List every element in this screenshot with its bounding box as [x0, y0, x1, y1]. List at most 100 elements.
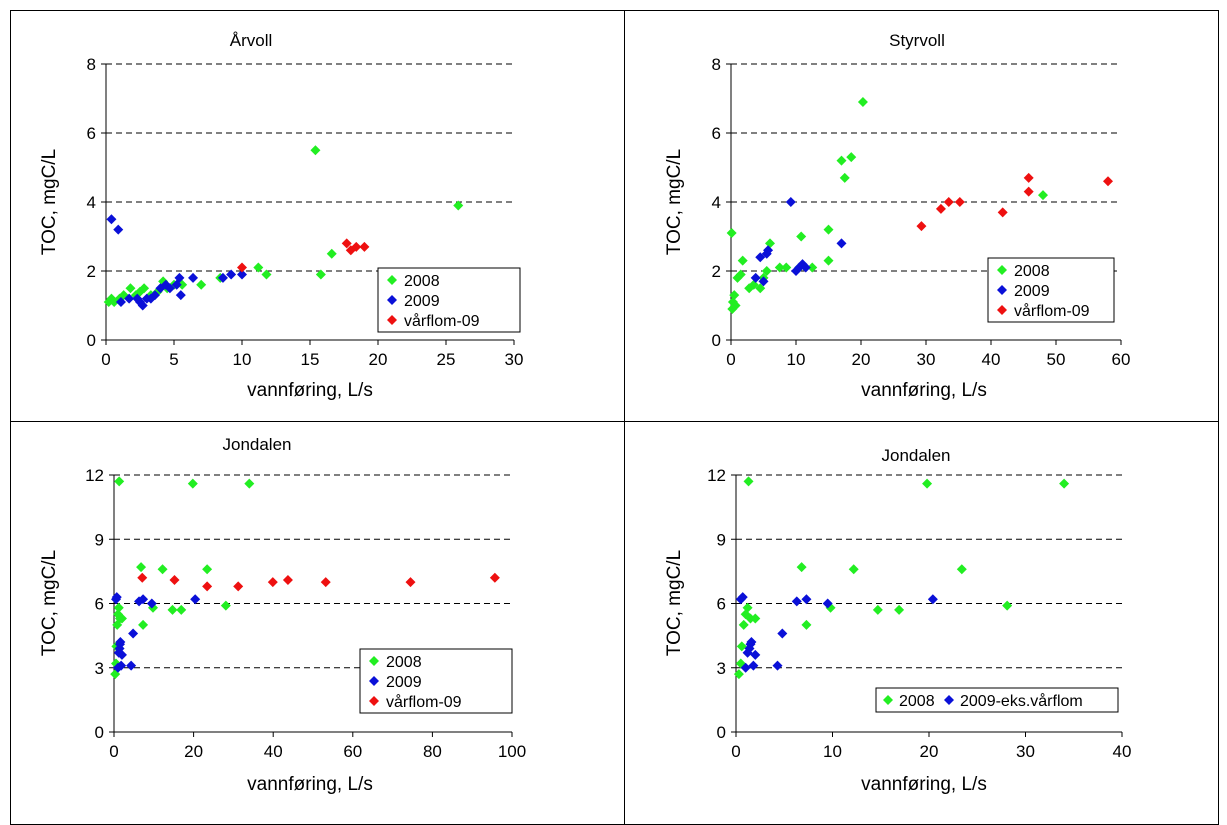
- data-point: [807, 262, 818, 273]
- data-point: [128, 628, 139, 639]
- data-point: [794, 262, 805, 273]
- legend-marker: [997, 285, 1007, 295]
- data-point: [744, 283, 755, 294]
- x-axis-label: vannføring, L/s: [247, 380, 373, 401]
- data-point: [777, 628, 788, 639]
- data-point: [310, 145, 321, 156]
- data-point: [1103, 176, 1113, 187]
- data-point: [220, 600, 231, 611]
- data-point: [823, 224, 834, 235]
- data-point: [138, 594, 149, 605]
- data-point: [176, 604, 187, 615]
- x-tick-label: 30: [1016, 742, 1035, 761]
- legend-label: 2008: [1014, 263, 1050, 280]
- legend-box: [987, 257, 1115, 323]
- data-point: [116, 649, 127, 660]
- data-point: [740, 609, 751, 620]
- x-tick-label: 15: [301, 350, 320, 369]
- chart-title: Styrvoll: [889, 31, 945, 50]
- data-point: [791, 596, 802, 607]
- data-point: [943, 197, 954, 207]
- y-tick-label: 9: [95, 530, 104, 549]
- data-point: [202, 564, 213, 575]
- data-point: [954, 197, 965, 207]
- data-point: [113, 224, 124, 235]
- data-point: [146, 598, 157, 609]
- y-tick-label: 2: [87, 262, 96, 281]
- data-point: [196, 279, 207, 290]
- data-point: [755, 283, 766, 294]
- x-axis-label: vannføring, L/s: [861, 380, 987, 401]
- data-point: [730, 300, 741, 311]
- data-point: [822, 598, 833, 609]
- x-tick-label: 50: [1047, 350, 1066, 369]
- legend-marker: [997, 265, 1007, 275]
- legend-label: 2008: [386, 654, 422, 671]
- x-tick-label: 20: [369, 350, 388, 369]
- data-point: [359, 241, 370, 252]
- x-tick-label: 40: [1113, 742, 1132, 761]
- chart-title: Jondalen: [222, 435, 291, 454]
- data-point: [1038, 190, 1048, 201]
- data-point: [744, 643, 755, 654]
- data-point: [188, 272, 199, 283]
- x-tick-label: 20: [920, 742, 939, 761]
- y-tick-label: 6: [717, 595, 726, 614]
- data-point: [253, 262, 264, 273]
- chart-jondalen-excl: 0 3 6 9 12 0 10 20 30 40 Jondalen vannføring, L/s TO…: [664, 446, 1132, 795]
- data-point: [746, 637, 757, 648]
- data-point: [735, 658, 746, 669]
- x-tick-label: 10: [233, 350, 252, 369]
- chart-jondalen-all: 0 3 6 9 12 0 20 40 60 80 100 Jondalen vannføring, L/…: [39, 435, 526, 795]
- x-tick-label: 20: [184, 742, 203, 761]
- data-point: [1059, 478, 1070, 489]
- legend-label: 2009: [1014, 283, 1050, 300]
- data-point: [839, 172, 850, 183]
- data-point: [894, 604, 905, 615]
- data-point: [110, 658, 121, 669]
- data-point: [836, 238, 847, 249]
- x-tick-label: 10: [787, 350, 806, 369]
- y-tick-label: 8: [87, 55, 96, 74]
- legend-marker: [883, 695, 893, 705]
- data-point: [872, 604, 883, 615]
- data-point: [267, 577, 278, 588]
- y-tick-label: 2: [712, 262, 721, 281]
- data-point: [282, 574, 293, 585]
- y-tick-label: 0: [712, 331, 721, 350]
- y-tick-label: 9: [717, 530, 726, 549]
- data-point: [726, 228, 737, 239]
- data-point: [237, 262, 247, 273]
- y-tick-label: 0: [717, 723, 726, 742]
- data-point: [750, 649, 761, 660]
- data-point: [167, 604, 178, 615]
- x-tick-label: 30: [917, 350, 936, 369]
- legend-marker: [387, 315, 397, 325]
- data-point: [341, 238, 352, 249]
- y-tick-label: 0: [87, 331, 96, 350]
- x-tick-label: 0: [101, 350, 110, 369]
- data-point: [139, 283, 150, 294]
- data-point: [233, 581, 244, 592]
- data-point: [927, 594, 938, 605]
- x-tick-label: 0: [731, 742, 740, 761]
- data-point: [956, 564, 967, 575]
- data-point: [137, 300, 148, 311]
- legend-marker: [387, 295, 397, 305]
- legend-label: vårflom-09: [1014, 302, 1090, 320]
- data-point: [453, 200, 464, 211]
- legend-label: 2009: [386, 674, 422, 691]
- data-point: [187, 478, 198, 489]
- x-tick-label: 0: [109, 742, 118, 761]
- data-point: [823, 255, 834, 266]
- legend-marker: [387, 275, 397, 285]
- data-point: [801, 619, 812, 630]
- data-point: [1023, 186, 1034, 197]
- data-point: [1002, 600, 1013, 611]
- data-point: [785, 197, 796, 207]
- x-axis-label: vannføring, L/s: [861, 774, 987, 795]
- data-point: [237, 269, 247, 280]
- y-tick-label: 3: [717, 659, 726, 678]
- data-point: [164, 283, 175, 294]
- data-point: [115, 637, 126, 648]
